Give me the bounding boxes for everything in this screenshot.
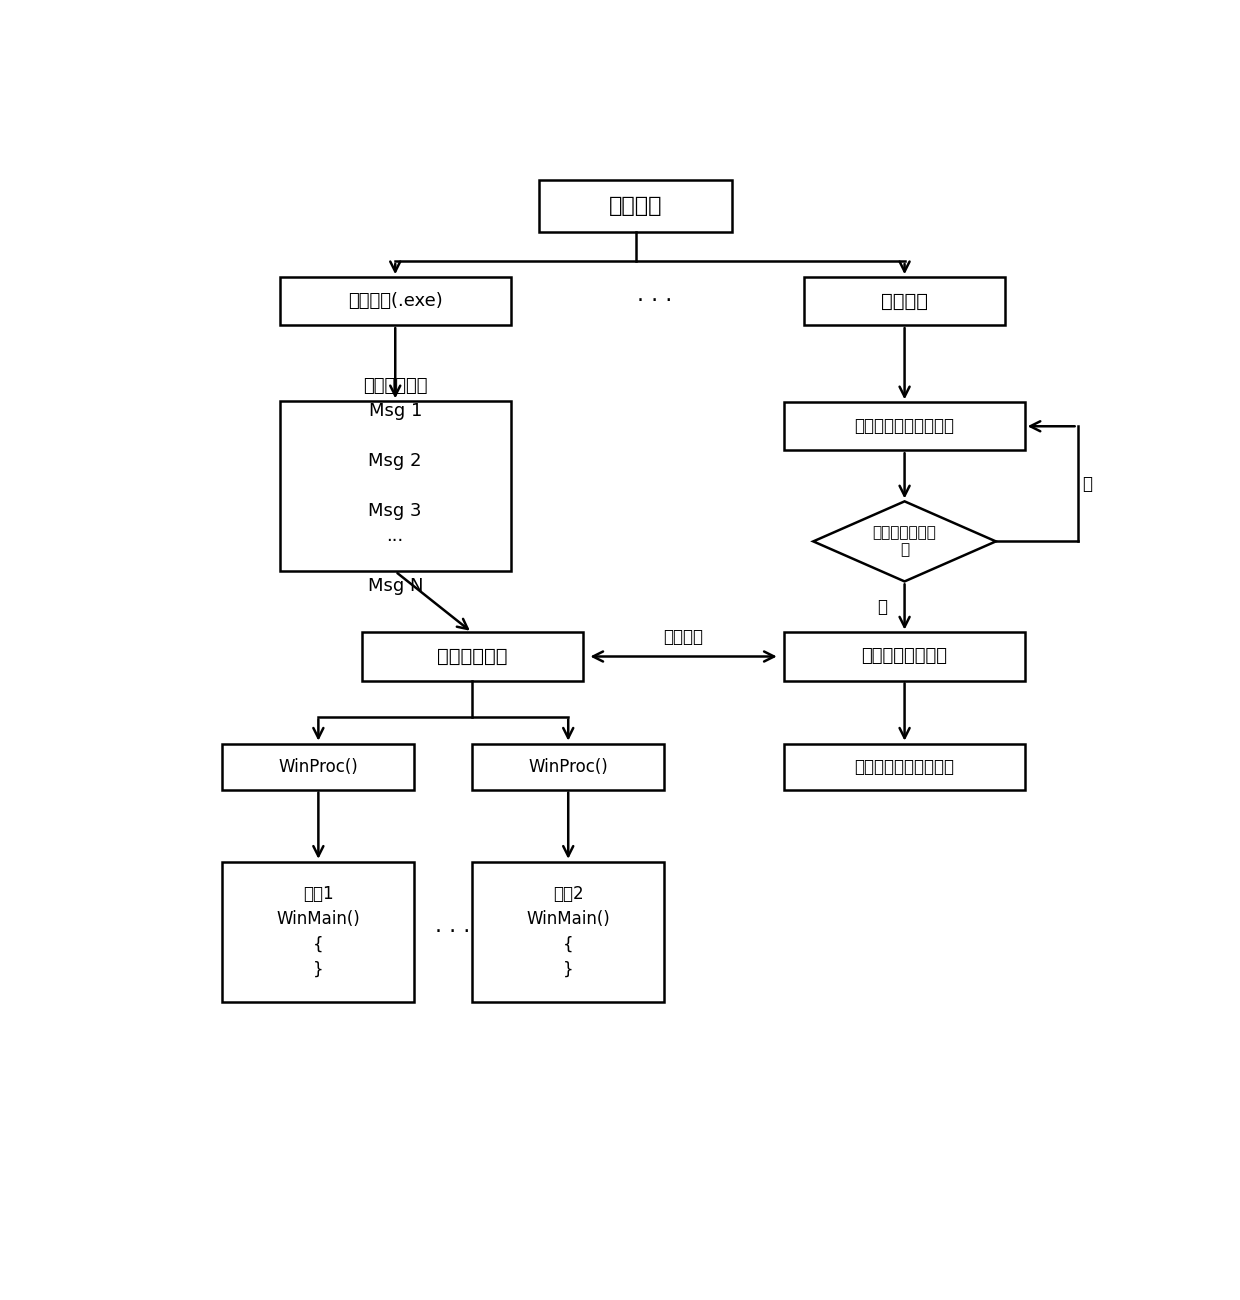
FancyBboxPatch shape — [280, 402, 511, 572]
Text: 开启线程查找目标程序: 开启线程查找目标程序 — [854, 417, 955, 436]
Polygon shape — [813, 502, 996, 581]
Text: 操作系统: 操作系统 — [609, 196, 662, 216]
FancyBboxPatch shape — [472, 862, 665, 1002]
FancyBboxPatch shape — [222, 744, 414, 789]
Text: · · ·: · · · — [637, 291, 672, 311]
Text: 系统事件队列
Msg 1

Msg 2

Msg 3
...

Msg N: 系统事件队列 Msg 1 Msg 2 Msg 3 ... Msg N — [363, 377, 428, 595]
Text: 局部事件队列: 局部事件队列 — [436, 647, 507, 666]
FancyBboxPatch shape — [785, 633, 1024, 680]
Text: 是: 是 — [877, 598, 888, 616]
Text: 窗口2
WinMain()
{
}: 窗口2 WinMain() { } — [526, 885, 610, 979]
FancyBboxPatch shape — [362, 633, 583, 680]
FancyBboxPatch shape — [785, 744, 1024, 789]
FancyBboxPatch shape — [804, 277, 1006, 325]
Text: WinProc(): WinProc() — [279, 758, 358, 776]
FancyBboxPatch shape — [472, 744, 665, 789]
Text: 否: 否 — [1083, 474, 1092, 493]
FancyBboxPatch shape — [785, 402, 1024, 450]
Text: 目标程序是否存
在: 目标程序是否存 在 — [873, 525, 936, 558]
Text: 数据交互: 数据交互 — [663, 628, 703, 646]
FancyBboxPatch shape — [280, 277, 511, 325]
Text: · · ·: · · · — [435, 922, 470, 941]
Text: WinProc(): WinProc() — [528, 758, 608, 776]
Text: 获取目标程序数据: 获取目标程序数据 — [862, 647, 947, 666]
Text: 收银软件(.exe): 收银软件(.exe) — [348, 292, 443, 311]
FancyBboxPatch shape — [222, 862, 414, 1002]
Text: 应用程序: 应用程序 — [882, 291, 928, 311]
FancyBboxPatch shape — [539, 179, 732, 233]
Text: 过滤、解析、提取数据: 过滤、解析、提取数据 — [854, 758, 955, 776]
Text: 窗口1
WinMain()
{
}: 窗口1 WinMain() { } — [277, 885, 361, 979]
